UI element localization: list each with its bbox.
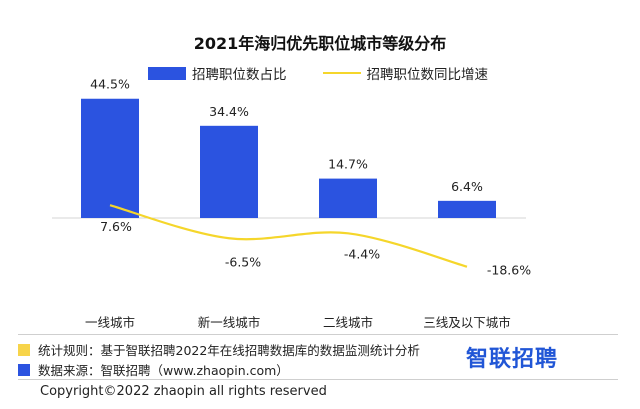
growth-line <box>109 204 468 268</box>
zhaopin-logo: 智联招聘 <box>466 347 559 372</box>
legend-label-line: 招聘职位数同比增速 <box>366 67 489 83</box>
copyright: Copyright©2022 zhaopin all rights reserv… <box>40 384 327 399</box>
note-yellow-square <box>18 343 30 356</box>
line-value-label-4: -18.6% <box>487 263 531 278</box>
x-tick-label-3: 二线城市 <box>323 315 373 330</box>
bar-3 <box>319 178 377 218</box>
footer-note-source: 数据来源：智联招聘（www.zhaopin.com） <box>18 360 289 379</box>
footer-note-rule-text: 统计规则：基于智联招聘2022年在线招聘数据库的数据监测统计分析 <box>38 343 420 358</box>
bar-value-label-3: 14.7% <box>328 157 368 172</box>
legend-swatch-line <box>322 72 361 74</box>
legend-label-bar: 招聘职位数占比 <box>192 67 287 83</box>
bar-4 <box>438 200 496 218</box>
x-tick-label-1: 一线城市 <box>85 315 135 330</box>
footer-note-source-text: 数据来源：智联招聘（www.zhaopin.com） <box>38 363 289 378</box>
chart-title: 2021年海归优先职位城市等级分布 <box>193 34 447 53</box>
bar-value-label-2: 34.4% <box>209 104 249 119</box>
legend-swatch-bar <box>148 66 186 80</box>
footer-note-rule: 统计规则：基于智联招聘2022年在线招聘数据库的数据监测统计分析 <box>18 340 420 359</box>
legend-item-line: 招聘职位数同比增速 <box>322 63 489 83</box>
line-value-label-1: 7.6% <box>100 219 132 234</box>
x-tick-label-4: 三线及以下城市 <box>423 315 511 330</box>
bar-value-label-4: 6.4% <box>451 179 483 194</box>
bar-1 <box>81 98 139 218</box>
bar-value-label-1: 44.5% <box>90 77 130 92</box>
bar-2 <box>200 125 258 218</box>
footer-divider <box>18 334 618 335</box>
legend: 招聘职位数占比 招聘职位数同比增速 <box>148 63 516 83</box>
note-blue-square <box>18 363 30 376</box>
line-value-label-3: -4.4% <box>344 246 380 261</box>
footer-divider-2 <box>18 379 618 380</box>
legend-item-bar: 招聘职位数占比 <box>148 63 287 83</box>
line-value-label-2: -6.5% <box>225 254 261 269</box>
x-tick-label-2: 新一线城市 <box>198 315 261 330</box>
